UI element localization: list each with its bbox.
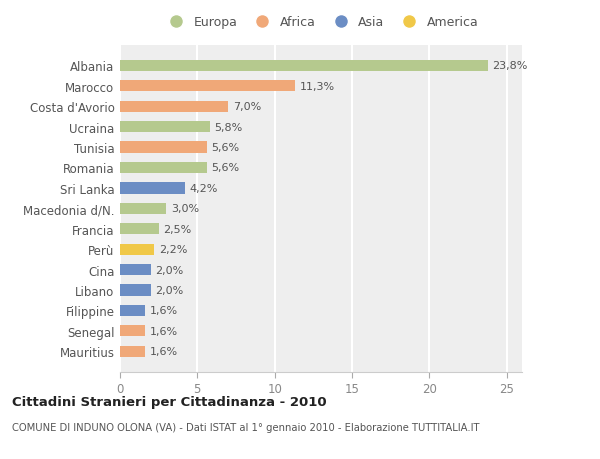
- Text: 1,6%: 1,6%: [149, 326, 178, 336]
- Text: COMUNE DI INDUNO OLONA (VA) - Dati ISTAT al 1° gennaio 2010 - Elaborazione TUTTI: COMUNE DI INDUNO OLONA (VA) - Dati ISTAT…: [12, 422, 479, 432]
- Bar: [120, 325, 145, 336]
- Bar: [120, 285, 151, 296]
- Text: 23,8%: 23,8%: [493, 62, 528, 71]
- Text: 5,6%: 5,6%: [211, 163, 239, 173]
- Text: 5,8%: 5,8%: [214, 123, 242, 132]
- Text: 4,2%: 4,2%: [190, 184, 218, 194]
- Bar: [120, 81, 295, 92]
- Text: 1,6%: 1,6%: [149, 306, 178, 316]
- Bar: [120, 203, 166, 214]
- Bar: [120, 264, 151, 275]
- Bar: [120, 183, 185, 194]
- Text: 2,2%: 2,2%: [158, 245, 187, 255]
- Text: 3,0%: 3,0%: [171, 204, 199, 214]
- Bar: [120, 162, 206, 174]
- Text: 7,0%: 7,0%: [233, 102, 261, 112]
- Text: 2,5%: 2,5%: [163, 224, 191, 234]
- Text: 5,6%: 5,6%: [211, 143, 239, 153]
- Bar: [120, 346, 145, 357]
- Bar: [120, 244, 154, 255]
- Text: Cittadini Stranieri per Cittadinanza - 2010: Cittadini Stranieri per Cittadinanza - 2…: [12, 395, 326, 408]
- Bar: [120, 61, 488, 72]
- Bar: [120, 224, 158, 235]
- Bar: [120, 101, 228, 112]
- Text: 1,6%: 1,6%: [149, 347, 178, 356]
- Legend: Europa, Africa, Asia, America: Europa, Africa, Asia, America: [163, 16, 479, 29]
- Bar: [120, 122, 209, 133]
- Text: 11,3%: 11,3%: [299, 82, 334, 92]
- Bar: [120, 305, 145, 316]
- Text: 2,0%: 2,0%: [155, 265, 184, 275]
- Text: 2,0%: 2,0%: [155, 285, 184, 295]
- Bar: [120, 142, 206, 153]
